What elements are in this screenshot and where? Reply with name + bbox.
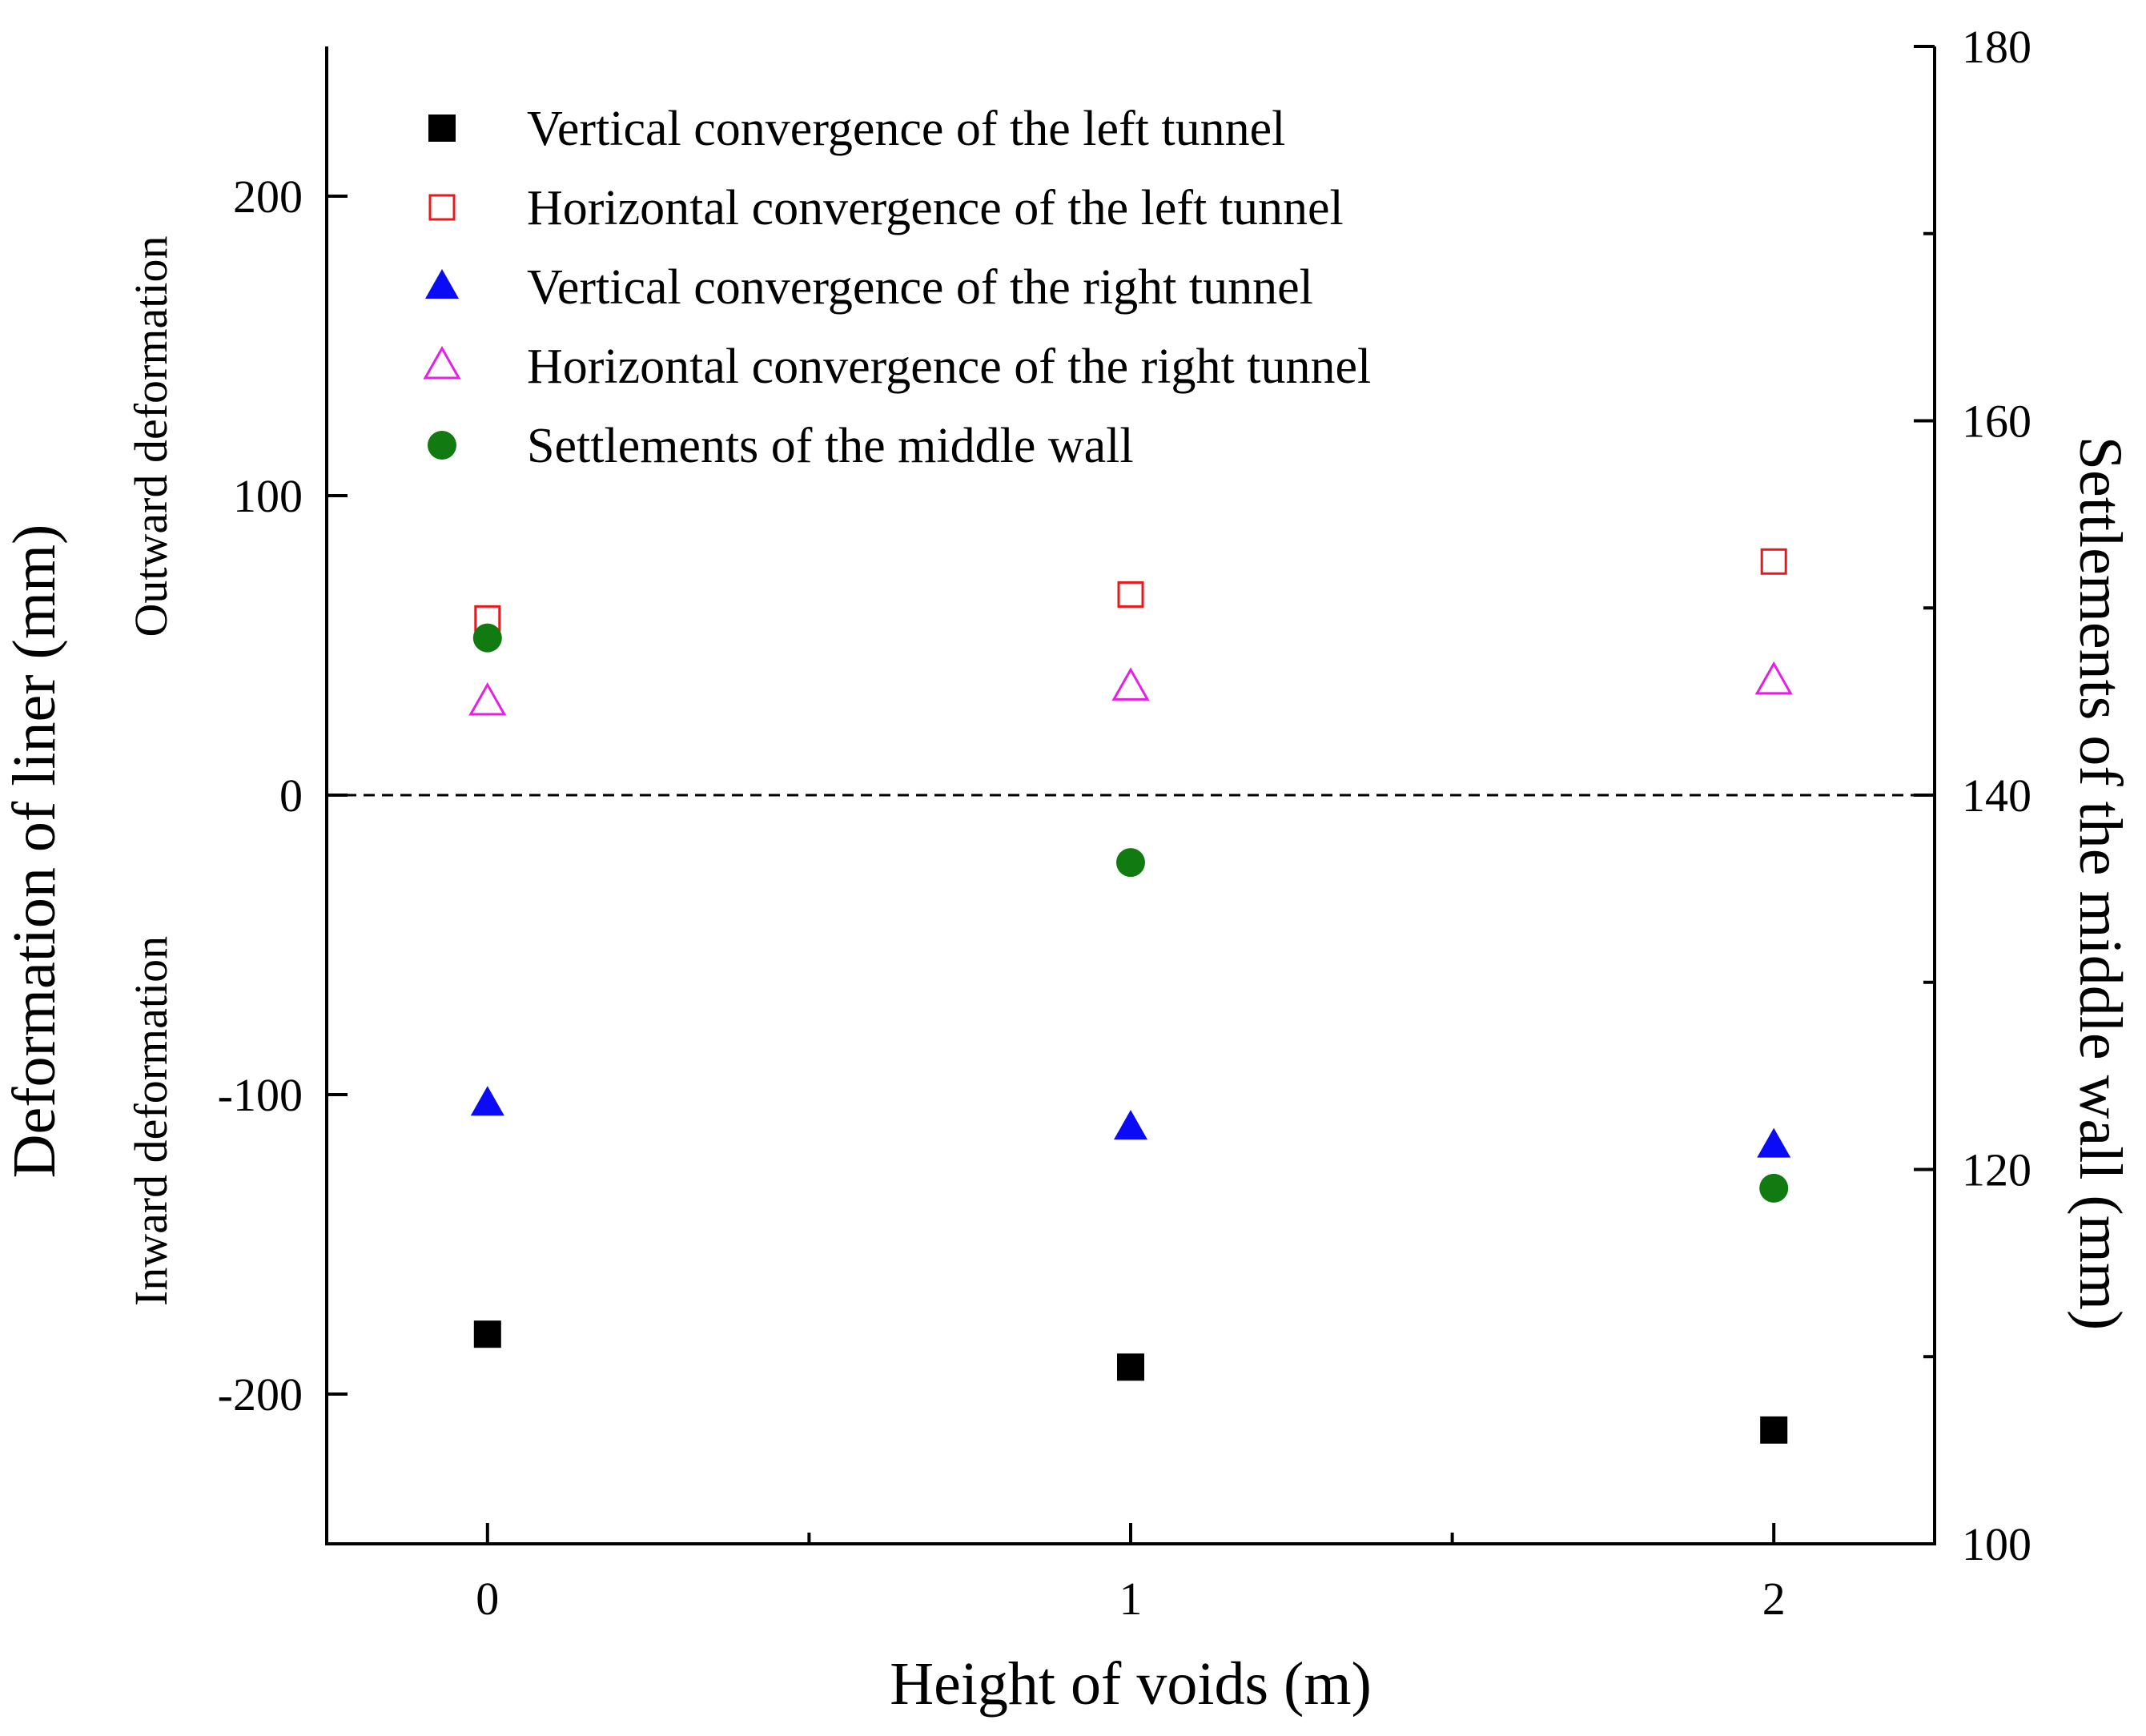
y-tick-label: -100: [218, 1069, 303, 1121]
data-point: [1759, 1173, 1789, 1203]
x-axis-title: Height of voids (m): [890, 1650, 1372, 1718]
legend-symbol: [428, 115, 456, 142]
data-point: [470, 1086, 504, 1116]
legend: Vertical convergence of the left tunnel H…: [423, 102, 1371, 473]
x-tick-label: 2: [1762, 1573, 1786, 1625]
data-point: [1117, 581, 1144, 608]
legend-symbol: [425, 269, 459, 299]
data-point: [1760, 548, 1787, 575]
data-markers: [468, 548, 1793, 1444]
y-tick-label: 0: [279, 770, 303, 822]
data-point: [1117, 1353, 1144, 1381]
y-tick-label: -200: [218, 1368, 303, 1421]
data-point: [468, 682, 507, 716]
legend-label: Settlements of the middle wall: [527, 419, 1134, 473]
data-point: [1111, 667, 1150, 701]
data-point: [473, 1320, 501, 1348]
legend-label: Horizontal convergence of the right tunn…: [527, 340, 1371, 394]
data-point: [1114, 1110, 1147, 1140]
y-tick-label: 100: [233, 470, 303, 522]
y-tick-label: 200: [233, 171, 303, 223]
y2-tick-label: 160: [1962, 396, 2031, 448]
data-point: [1760, 1416, 1788, 1444]
legend-symbol: [428, 431, 456, 460]
legend-label: Vertical convergence of the right tunnel: [527, 260, 1313, 315]
y2-tick-label: 100: [1962, 1518, 2031, 1570]
legend-symbol: [428, 194, 456, 221]
y2-axis-ticks: 100 120 140 160 180: [1914, 21, 2031, 1570]
y2-tick-label: 180: [1962, 21, 2031, 73]
data-point: [472, 623, 502, 653]
y2-tick-label: 140: [1962, 770, 2031, 822]
legend-symbol: [423, 345, 461, 380]
y2-tick-label: 120: [1962, 1144, 2031, 1196]
y-axis-title: Deformation of liner (mm): [1, 524, 68, 1179]
y-axis-ticks: -200 -100 0 100 200: [218, 171, 348, 1421]
y2-axis-title: Settlements of the middle wall (mm): [2067, 436, 2134, 1331]
data-point: [1754, 661, 1793, 695]
data-point: [1116, 848, 1145, 878]
x-tick-label: 1: [1119, 1573, 1143, 1625]
x-axis-ticks: 0 1 2: [476, 1523, 1786, 1625]
inward-deformation-note: Inward deformation: [125, 936, 177, 1306]
outward-deformation-note: Outward deformation: [125, 236, 177, 637]
legend-label: Vertical convergence of the left tunnel: [527, 102, 1285, 156]
x-tick-label: 0: [476, 1573, 499, 1625]
legend-label: Horizontal convergence of the left tunne…: [527, 181, 1344, 235]
data-point: [1757, 1127, 1791, 1158]
